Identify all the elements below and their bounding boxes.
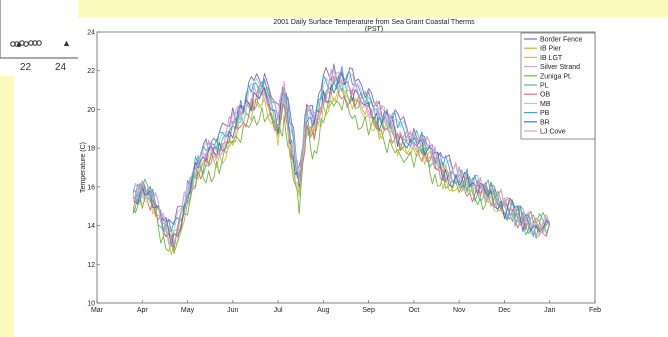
- inset-tick-22: 22: [20, 62, 32, 73]
- legend-entry-label: Zuniga Pt.: [540, 73, 572, 80]
- series-line-pb: [132, 66, 550, 237]
- left-yellow-strip: [0, 76, 14, 337]
- series-line-mb: [132, 68, 550, 238]
- plot-area-frame: [96, 31, 596, 304]
- y-tick-label: 24: [87, 30, 95, 37]
- legend-entry-label: Border Fence: [540, 37, 583, 44]
- legend-entry-label: Silver Strand: [540, 64, 580, 71]
- series-line-ob: [132, 76, 551, 251]
- inset-chart-fragment: ▲ 22 24: [0, 0, 78, 76]
- y-axis-label: Temperature (C): [80, 142, 87, 193]
- series-line-lj-cove: [132, 68, 551, 246]
- inset-tick-24: 24: [55, 62, 67, 73]
- x-tick-label-jun: Jun: [227, 307, 238, 314]
- inset-triangle-marker: ▲: [62, 38, 71, 48]
- x-axis-ticks: Mar Apr May Jun Jul Aug Sep Oct Nov Dec Jan Feb: [91, 300, 601, 314]
- chart-title: 2001 Daily Surface Temperature from Sea …: [273, 19, 475, 26]
- legend-entry-label: LJ Cove: [540, 129, 566, 136]
- x-tick-label-oct: Oct: [408, 307, 419, 314]
- legend-entry-label: PB: [540, 110, 550, 117]
- inset-chart-svg: ▲ 22 24: [0, 0, 78, 73]
- legend-entry-label: BR: [540, 119, 550, 126]
- series-line-border-fence: [132, 63, 550, 238]
- y-tick-label: 14: [87, 223, 95, 230]
- series-lines: [132, 63, 551, 256]
- x-tick-label-jan: Jan: [544, 307, 555, 314]
- chart-subtitle: (PST): [365, 26, 383, 33]
- left-white-panel: [14, 76, 78, 337]
- temperature-chart: 2001 Daily Surface Temperature from Sea …: [80, 19, 601, 314]
- x-tick-label-aug: Aug: [317, 307, 330, 314]
- inset-scatter-markers: [10, 40, 42, 47]
- x-tick-label-jul: Jul: [274, 307, 283, 314]
- legend-entry-label: MB: [540, 101, 551, 108]
- legend: Border Fence IB Pier IB LGT Silver Strand Zu…: [520, 32, 596, 140]
- y-tick-label: 20: [87, 107, 95, 114]
- series-line-ib-pier: [133, 79, 550, 242]
- legend-entry-label: PL: [540, 83, 549, 90]
- y-tick-label: 22: [87, 68, 95, 75]
- y-tick-label: 10: [87, 301, 95, 308]
- y-axis-ticks: 10 12 14 16 18 20 22 24: [87, 30, 100, 308]
- x-tick-label-feb: Feb: [589, 307, 601, 314]
- y-tick-label: 12: [87, 262, 95, 269]
- legend-entry-label: OB: [540, 92, 550, 99]
- x-tick-label-apr: Apr: [137, 307, 149, 314]
- legend-entry-label: IB Pier: [540, 46, 562, 53]
- y-tick-label: 18: [87, 146, 95, 153]
- x-tick-label-mar: Mar: [91, 307, 104, 314]
- legend-entry-label: IB LGT: [540, 55, 563, 62]
- main-chart-panel: 2001 Daily Surface Temperature from Sea …: [78, 18, 668, 337]
- series-line-ib-lgt: [132, 85, 551, 256]
- x-tick-label-dec: Dec: [498, 307, 511, 314]
- x-tick-label-sep: Sep: [362, 307, 375, 314]
- x-tick-label-may: May: [181, 307, 195, 314]
- series-line-br: [132, 73, 550, 247]
- y-tick-label: 16: [87, 184, 95, 191]
- x-tick-label-nov: Nov: [453, 307, 466, 314]
